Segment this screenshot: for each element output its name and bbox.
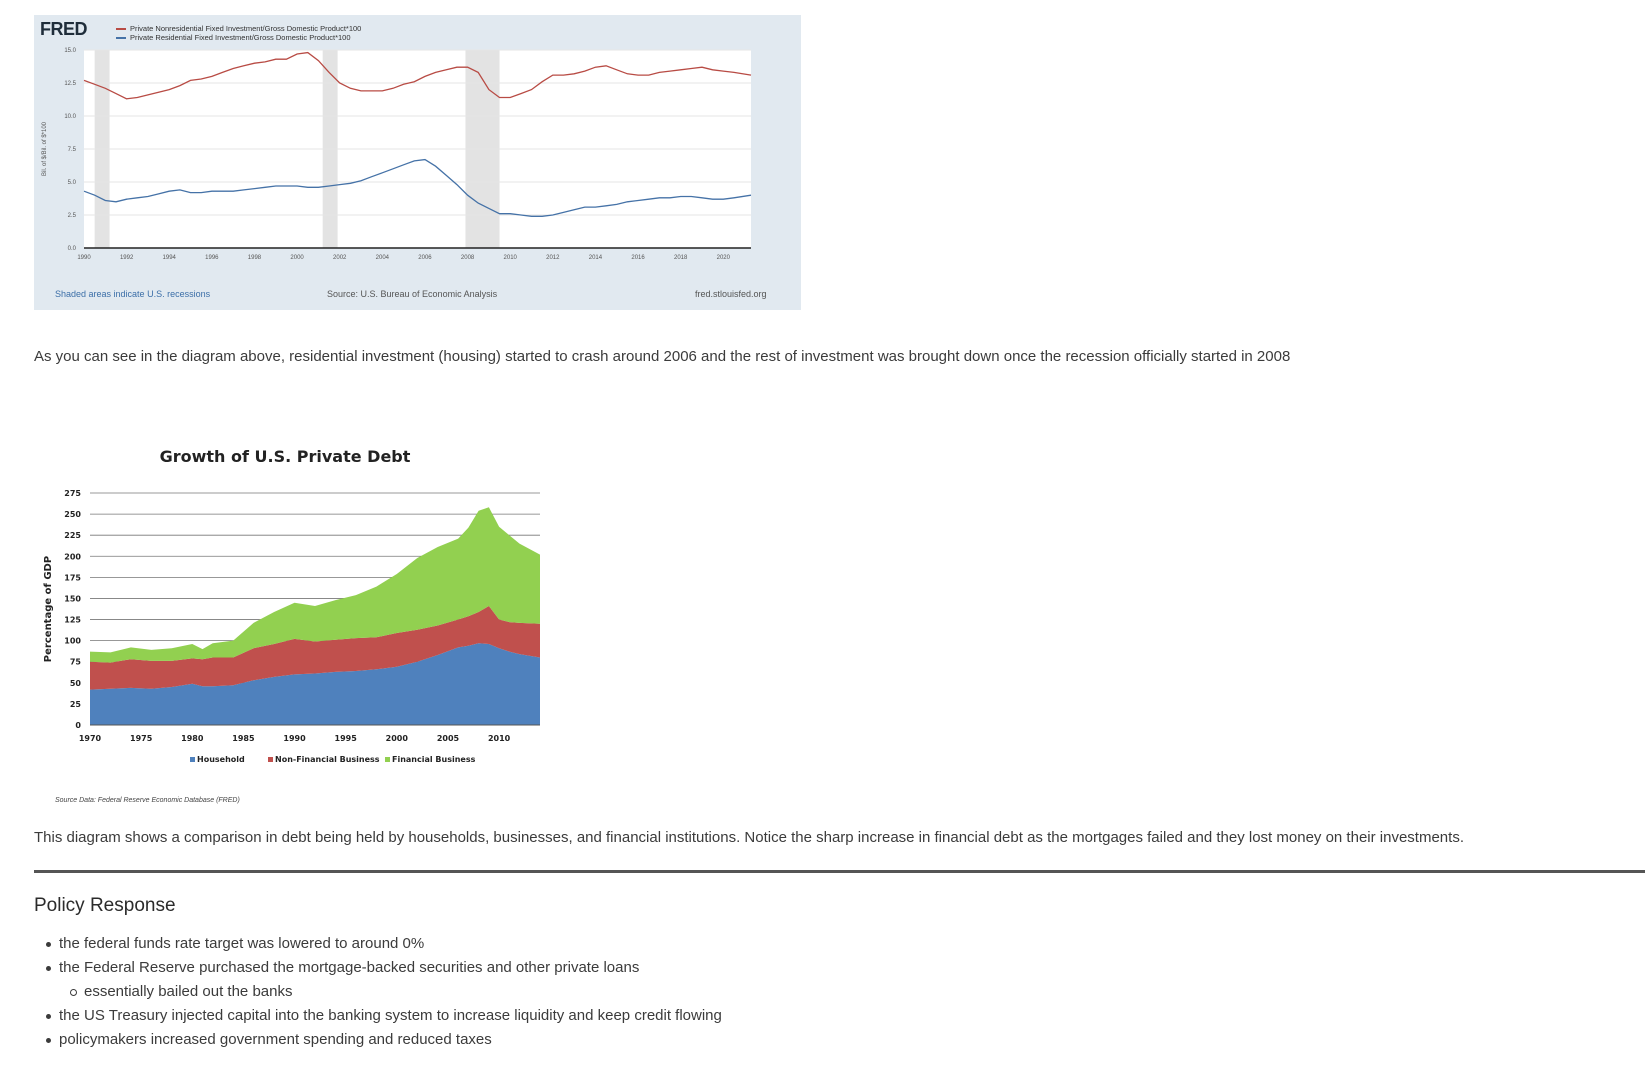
x-tick-label: 1985 [232,734,255,743]
y-tick-label: 200 [64,552,81,561]
y-axis-label: Percentage of GDP [43,556,54,662]
y-axis-label: Bil. of $/Bil. of $*100 [42,121,48,176]
x-tick-label: 1970 [79,734,102,743]
legend-swatch [116,37,126,40]
legend-label: Financial Business [392,755,476,764]
area-financial-business [90,507,540,663]
x-tick-label: 2010 [488,734,511,743]
x-tick-label: 2020 [717,255,731,261]
y-tick-label: 25 [70,700,82,709]
legend-label: Household [197,755,245,764]
debt-source-note: Source Data: Federal Reserve Economic Da… [55,797,240,804]
y-tick-label: 125 [64,616,81,625]
y-tick-label: 12.5 [64,81,76,87]
section-divider [34,870,1645,873]
series-line-nonresidential [83,51,752,100]
list-item: the federal funds rate target was lowere… [34,932,722,956]
fred-logo: FRED [40,19,88,39]
legend-swatch [116,28,126,31]
list-item: policymakers increased government spendi… [34,1028,722,1052]
paragraph-investment: As you can see in the diagram above, res… [34,348,1291,365]
area-household [90,643,540,725]
fred-legend-item-nonresidential: Private Nonresidential Fixed Investment/… [116,24,361,33]
x-tick-label: 2008 [461,255,475,261]
list-item-text: policymakers increased government spendi… [59,1031,492,1048]
y-tick-label: 75 [70,658,82,667]
fred-source: Source: U.S. Bureau of Economic Analysis [327,289,498,299]
area-non-financial-business [90,606,540,690]
policy-heading: Policy Response [34,895,176,916]
legend-label: Private Nonresidential Fixed Investment/… [130,24,362,33]
x-tick-label: 2000 [290,255,304,261]
y-tick-label: 150 [64,594,81,603]
y-tick-label: 0.0 [68,246,77,252]
x-tick-label: 1975 [130,734,153,743]
y-tick-label: 0 [75,721,81,730]
x-tick-label: 2006 [418,255,432,261]
y-tick-label: 225 [64,531,81,540]
paragraph-debt: This diagram shows a comparison in debt … [34,829,1464,846]
x-tick-label: 2000 [386,734,409,743]
y-tick-label: 5.0 [68,180,77,186]
private-debt-chart: Growth of U.S. Private Debt 0 25 50 75 100 125… [43,447,540,764]
x-tick-label: 2018 [674,255,688,261]
x-tick-label: 2016 [631,255,645,261]
legend-label: Private Residential Fixed Investment/Gro… [130,33,351,42]
fred-recession-note: Shaded areas indicate U.S. recessions [55,289,211,299]
list-item-text: the US Treasury injected capital into th… [59,1007,722,1024]
x-tick-label: 1995 [335,734,358,743]
list-item: the US Treasury injected capital into th… [34,1004,722,1028]
x-tick-label: 1990 [283,734,306,743]
x-tick-label: 2004 [376,255,390,261]
x-tick-label: 2010 [504,255,518,261]
y-tick-label: 15.0 [64,48,76,54]
x-tick-label: 1996 [205,255,219,261]
list-item-text: the Federal Reserve purchased the mortga… [59,959,640,976]
x-tick-label: 2014 [589,255,603,261]
y-tick-label: 7.5 [68,147,77,153]
y-tick-label: 100 [64,637,81,646]
y-tick-label: 10.0 [64,114,76,120]
legend-swatch [385,757,390,762]
x-tick-label: 1998 [248,255,262,261]
legend-swatch [190,757,195,762]
x-tick-label: 1994 [163,255,177,261]
fred-chart-panel: 0.0 2.5 5.0 7.5 10.0 12.5 15.0 1990 1992 1994 1996… [34,15,801,310]
y-tick-label: 175 [64,573,81,582]
list-item: the Federal Reserve purchased the mortga… [34,956,722,980]
list-item: essentially bailed out the banks [34,980,722,1004]
policy-list: the federal funds rate target was lowere… [34,932,722,1052]
x-tick-label: 1992 [120,255,134,261]
list-item-text: essentially bailed out the banks [84,983,293,1000]
fred-url: fred.stlouisfed.org [695,289,767,299]
legend-swatch [268,757,273,762]
series-line-residential [83,158,752,217]
x-tick-label: 2012 [546,255,560,261]
x-tick-label: 1980 [181,734,204,743]
fred-chart-svg: 0.0 2.5 5.0 7.5 10.0 12.5 15.0 1990 1992 1994 1996… [42,48,752,261]
y-tick-label: 50 [70,679,82,688]
y-tick-label: 2.5 [68,213,77,219]
y-tick-label: 275 [64,489,81,498]
fred-legend-item-residential: Private Residential Fixed Investment/Gro… [116,33,351,42]
legend-label: Non-Financial Business [275,755,380,764]
x-tick-label: 2002 [333,255,347,261]
debt-chart-title: Growth of U.S. Private Debt [160,447,411,466]
y-tick-label: 250 [64,510,81,519]
x-tick-label: 2005 [437,734,460,743]
x-tick-label: 1990 [77,255,91,261]
list-item-text: the federal funds rate target was lowere… [59,935,425,952]
